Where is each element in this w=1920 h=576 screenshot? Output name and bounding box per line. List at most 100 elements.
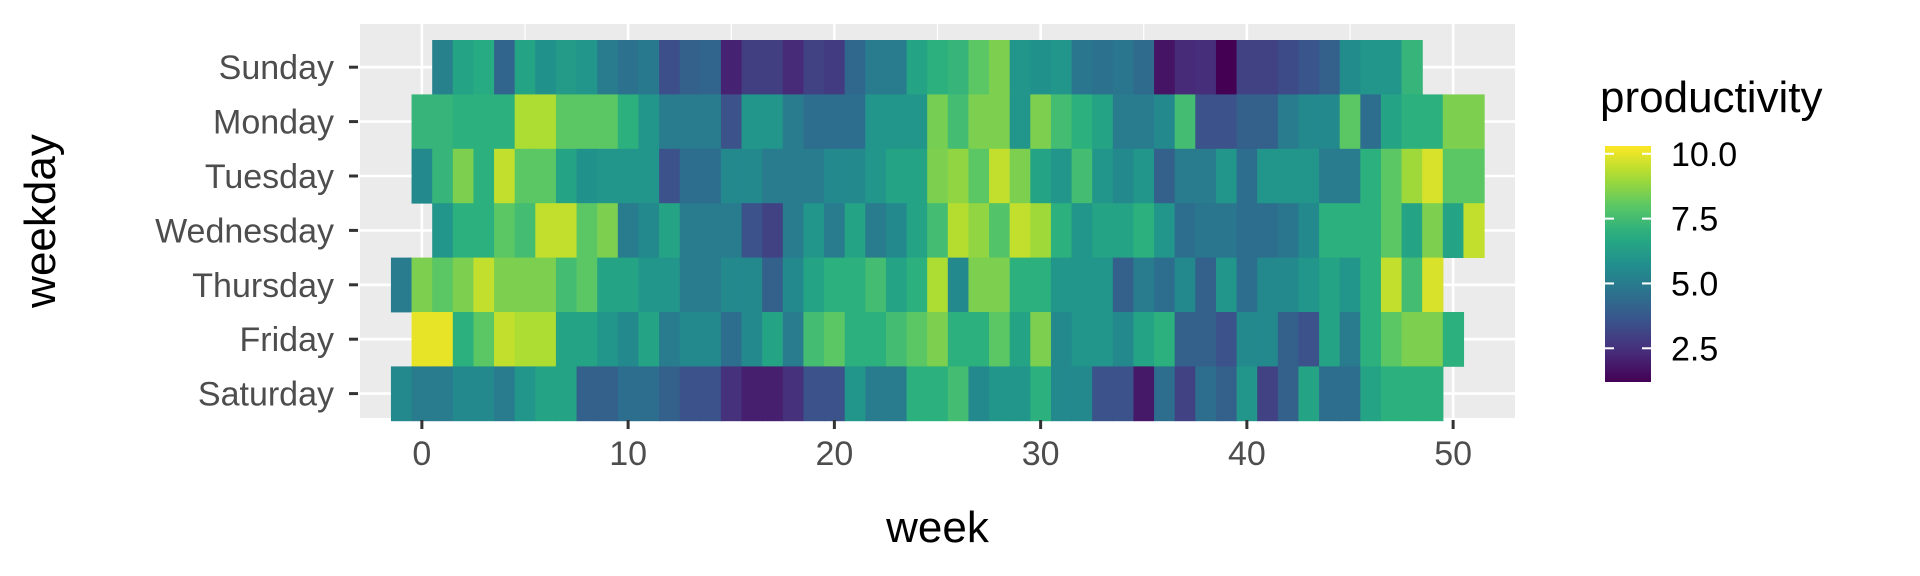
heatmap-cell [1030, 148, 1052, 204]
heatmap-cell [844, 203, 866, 258]
heatmap-cell [1133, 312, 1155, 367]
heatmap-cell [1112, 203, 1135, 258]
heatmap-cell [1401, 257, 1423, 313]
heatmap-cell [576, 148, 598, 204]
heatmap-cell [865, 366, 887, 422]
heatmap-cell [1071, 94, 1093, 150]
heatmap-cell [803, 40, 825, 95]
heatmap-cell [1339, 366, 1361, 422]
heatmap-cell [452, 312, 475, 367]
heatmap-cell [1360, 40, 1382, 95]
heatmap-cell [679, 203, 701, 258]
y-tick-label: Sunday [219, 49, 334, 87]
heatmap-cell [844, 148, 866, 204]
heatmap-cell [1319, 203, 1341, 258]
heatmap-cell [700, 203, 722, 258]
heatmap-cell [1030, 366, 1052, 422]
heatmap-cell [1009, 40, 1031, 95]
heatmap-cell [1195, 94, 1217, 150]
heatmap-cell [989, 312, 1011, 367]
heatmap-cell [617, 203, 640, 258]
heatmap-cell [1154, 257, 1176, 313]
heatmap-cell [1360, 203, 1382, 258]
heatmap-cell [432, 148, 454, 204]
heatmap-cell [1380, 148, 1403, 204]
heatmap-cell [514, 366, 536, 422]
heatmap-cell [1298, 148, 1320, 204]
heatmap-cell [741, 94, 763, 150]
y-tick-label: Monday [213, 104, 334, 142]
heatmap-cell [741, 257, 763, 313]
heatmap-cell [679, 312, 701, 367]
heatmap-cell [1030, 312, 1052, 367]
heatmap-cell [762, 148, 784, 204]
heatmap-cell [700, 148, 722, 204]
heatmap-cell [720, 312, 743, 367]
heatmap-cell [1112, 148, 1135, 204]
heatmap-cell [1009, 312, 1031, 367]
heatmap-cell [1442, 312, 1465, 367]
heatmap-cell [968, 40, 990, 95]
heatmap-cell [1339, 148, 1361, 204]
heatmap-cell [865, 148, 887, 204]
heatmap-cell [1030, 94, 1052, 150]
heatmap-cell [1360, 94, 1382, 150]
heatmap-cell [906, 40, 928, 95]
heatmap-cell [1009, 203, 1031, 258]
heatmap-cell [1215, 366, 1238, 422]
heatmap-cell [700, 257, 722, 313]
heatmap-cell [638, 40, 660, 95]
legend: productivity 10.0 7.5 5.0 2.5 [1600, 73, 1823, 382]
heatmap-cell [968, 148, 990, 204]
heatmap-cell [1195, 257, 1217, 313]
heatmap-cell [720, 40, 743, 95]
heatmap-cell [1174, 203, 1196, 258]
heatmap-cell [906, 366, 928, 422]
heatmap-cell [617, 366, 640, 422]
heatmap-cell [617, 148, 640, 204]
heatmap-cell [1277, 40, 1300, 95]
y-axis: Sunday Monday Tuesday Wednesday Thursday Frid… [155, 49, 358, 414]
heatmap-cell [452, 40, 475, 95]
x-tick-label: 10 [609, 435, 647, 473]
heatmap-cell [1319, 40, 1341, 95]
heatmap-cell [1133, 40, 1155, 95]
heatmap-cell [803, 94, 825, 150]
heatmap-cell [1030, 203, 1052, 258]
heatmap-cell [473, 203, 495, 258]
heatmap-cell [906, 257, 928, 313]
heatmap-cell [1030, 257, 1052, 313]
heatmap-cell [824, 40, 846, 95]
heatmap-cell [1092, 366, 1114, 422]
heatmap-cell [1112, 94, 1135, 150]
y-tick-label: Saturday [198, 376, 334, 414]
heatmap-cell [1339, 257, 1361, 313]
heatmap-cell [432, 203, 454, 258]
heatmap-cell [638, 366, 660, 422]
heatmap-cell [1401, 40, 1423, 95]
heatmap-cell [1422, 148, 1444, 204]
heatmap-cell [1215, 312, 1238, 367]
heatmap-cell [432, 257, 454, 313]
heatmap-cell [576, 94, 598, 150]
x-axis-title: week [885, 503, 990, 552]
heatmap-cell [1133, 148, 1155, 204]
heatmap-cell [576, 203, 598, 258]
heatmap-cell [782, 203, 805, 258]
heatmap-cell [638, 312, 660, 367]
legend-tick-label: 2.5 [1671, 330, 1718, 368]
heatmap-cell [659, 366, 681, 422]
heatmap-cell [700, 94, 722, 150]
heatmap-cell [1339, 203, 1361, 258]
heatmap-cell [1298, 94, 1320, 150]
heatmap-cell [1463, 94, 1485, 150]
heatmap-cell [947, 94, 970, 150]
heatmap-cell [824, 148, 846, 204]
heatmap-cell [1401, 366, 1423, 422]
heatmap-cell [1071, 257, 1093, 313]
heatmap-cell [473, 257, 495, 313]
heatmap-cell [617, 40, 640, 95]
heatmap-cell [782, 94, 805, 150]
heatmap-cell [865, 312, 887, 367]
heatmap-cell [1215, 94, 1238, 150]
